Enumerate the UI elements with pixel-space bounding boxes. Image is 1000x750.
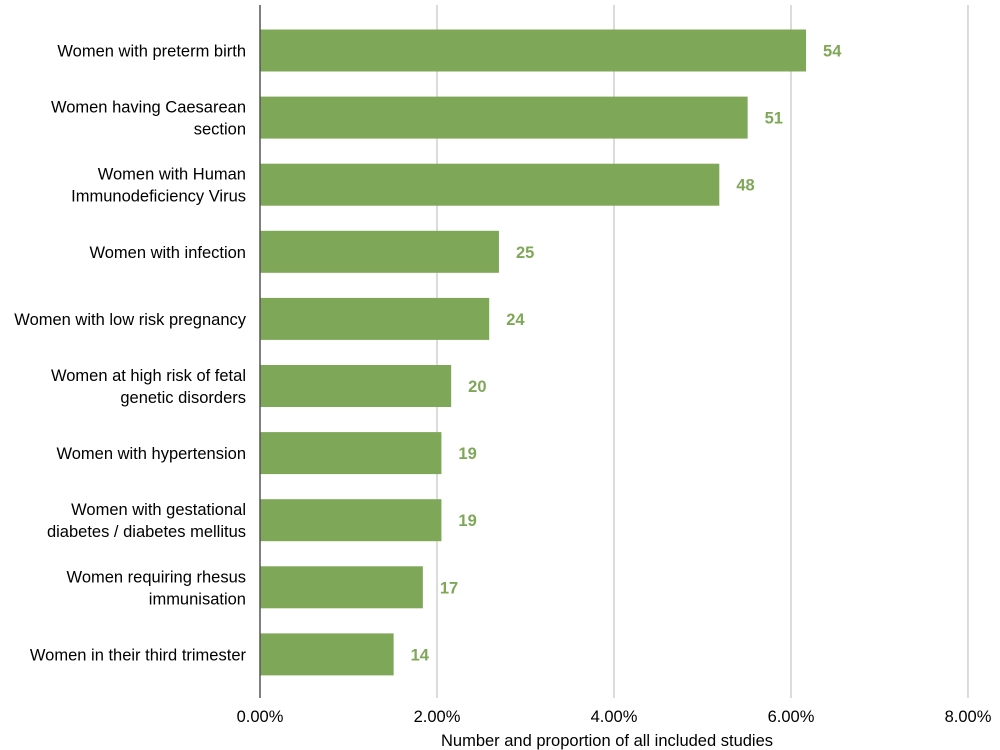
bar bbox=[260, 163, 720, 206]
x-axis-tick-labels: 0.00% 2.00% 4.00% 6.00% 8.00% bbox=[237, 708, 992, 726]
x-tick-label: 8.00% bbox=[945, 708, 992, 726]
data-label: 19 bbox=[458, 512, 476, 530]
bar bbox=[260, 230, 499, 273]
category-label: Women having Caesarean section bbox=[51, 99, 246, 139]
x-axis-title: Number and proportion of all included st… bbox=[441, 732, 773, 750]
category-label: Women in their third trimester bbox=[30, 646, 247, 664]
category-label: Women with Human Immunodeficiency Virus bbox=[71, 166, 246, 206]
data-label: 51 bbox=[765, 110, 783, 128]
bar bbox=[260, 432, 442, 475]
category-label: Women at high risk of fetal genetic disor… bbox=[51, 367, 246, 407]
bar bbox=[260, 499, 442, 542]
data-label: 14 bbox=[411, 646, 430, 664]
data-label: 48 bbox=[736, 177, 754, 195]
category-label: Women with low risk pregnancy bbox=[14, 311, 246, 329]
category-label: Women with hypertension bbox=[56, 445, 246, 463]
data-labels: 54 51 48 25 24 20 19 19 17 14 bbox=[411, 43, 843, 665]
bar bbox=[260, 29, 807, 72]
bar bbox=[260, 297, 490, 340]
category-label: Women with gestational diabetes / diabete… bbox=[47, 501, 246, 541]
x-tick-label: 4.00% bbox=[591, 708, 638, 726]
x-tick-label: 6.00% bbox=[768, 708, 815, 726]
category-labels: Women with preterm birth Women having Cae… bbox=[14, 43, 246, 665]
data-label: 17 bbox=[440, 579, 458, 597]
bar bbox=[260, 365, 452, 407]
x-tick-label: 2.00% bbox=[414, 708, 461, 726]
bar bbox=[260, 633, 394, 676]
data-label: 20 bbox=[468, 378, 486, 396]
data-label: 24 bbox=[506, 311, 525, 329]
data-label: 25 bbox=[516, 244, 534, 262]
bars bbox=[260, 29, 807, 676]
data-label: 54 bbox=[823, 43, 842, 61]
category-label: Women requiring rhesus immunisation bbox=[67, 568, 246, 608]
data-label: 19 bbox=[458, 445, 476, 463]
category-label: Women with preterm birth bbox=[57, 43, 246, 61]
category-label: Women with infection bbox=[89, 244, 246, 262]
bar bbox=[260, 96, 748, 139]
bar bbox=[260, 566, 423, 609]
x-tick-label: 0.00% bbox=[237, 708, 284, 726]
